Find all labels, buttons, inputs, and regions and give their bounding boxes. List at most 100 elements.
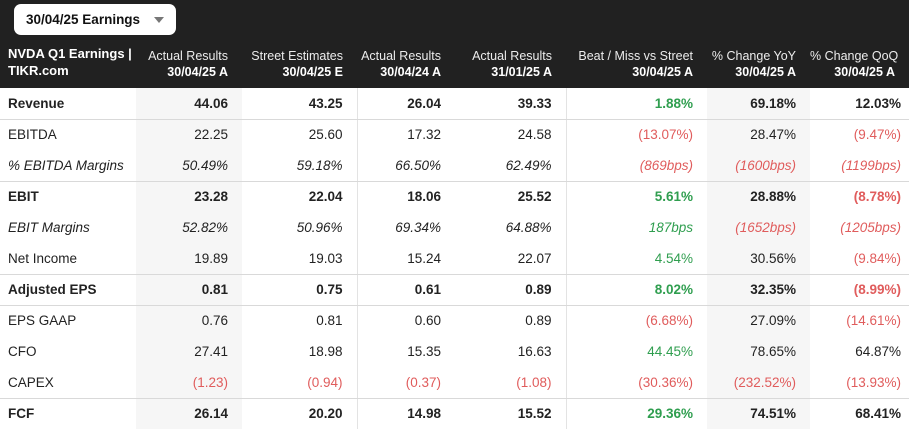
table-body: Revenue 44.06 43.25 26.04 39.33 1.88% 69.18% 12… — [0, 88, 909, 429]
period-dropdown[interactable]: 30/04/25 Earnings — [14, 4, 176, 35]
row-label: EBIT Margins — [8, 220, 90, 235]
value-cell: 0.81 — [242, 305, 358, 336]
chevron-down-icon — [154, 16, 164, 23]
value-cell: (0.94) — [242, 367, 358, 399]
row-label: CFO — [8, 344, 37, 359]
value-cell: 30.56% — [707, 243, 810, 275]
table-header-row: NVDA Q1 Earnings | TIKR.com Actual Resul… — [0, 42, 909, 88]
table-row: EBIT 23.28 22.04 18.06 25.52 5.61% 28.88% (8.78… — [0, 181, 909, 212]
table-row: FCF 26.14 20.20 14.98 15.52 29.36% 74.51% 68.41… — [0, 398, 909, 429]
value-cell: 24.58 — [455, 119, 567, 150]
value-cell: (1652bps) — [707, 212, 810, 243]
value-cell: 44.45% — [647, 344, 693, 359]
value-cell: 0.89 — [455, 305, 567, 336]
period-dropdown-label: 30/04/25 Earnings — [26, 12, 141, 27]
value-cell: 25.60 — [242, 119, 358, 150]
value-cell: 22.04 — [242, 181, 358, 212]
value-cell: 1.88% — [566, 88, 707, 120]
value-cell: 17.32 — [407, 127, 441, 143]
value-cell: 39.33 — [455, 88, 567, 120]
value-cell: 187bps — [648, 220, 693, 235]
value-cell: 0.76 — [136, 305, 242, 336]
column-header-actual-31-01-25: Actual Results 31/01/25 A — [455, 42, 566, 88]
value-cell: 26.14 — [136, 398, 242, 429]
value-cell: (1205bps) — [840, 220, 901, 235]
value-cell: 69.18% — [707, 88, 810, 120]
value-cell: 50.49% — [136, 150, 242, 182]
value-cell: 15.24 — [357, 243, 455, 275]
row-label: Revenue — [0, 88, 136, 120]
value-cell: 25.52 — [455, 181, 567, 212]
table-row: Net Income 19.89 19.03 15.24 22.07 4.54% 30.56… — [0, 243, 909, 275]
value-cell: 23.28 — [136, 181, 242, 212]
value-cell: 12.03% — [810, 88, 909, 120]
row-label: EBIT — [8, 189, 39, 205]
table-row: Adjusted EPS 0.81 0.75 0.61 0.89 8.02% 32.35%(… — [0, 274, 909, 306]
value-cell: 64.87% — [855, 344, 901, 359]
value-cell: 27.09% — [707, 305, 810, 336]
value-cell: 68.41% — [810, 398, 909, 429]
value-cell: (14.61%) — [846, 313, 901, 329]
value-cell: 50.96% — [242, 212, 358, 243]
value-cell: (1.23) — [136, 367, 242, 399]
value-cell: 59.18% — [242, 150, 358, 182]
value-cell: (869bps) — [566, 150, 707, 182]
value-cell: (9.84%) — [810, 243, 909, 275]
value-cell: 74.51% — [707, 398, 810, 429]
value-cell: 78.65% — [707, 336, 810, 367]
value-cell: 18.06 — [407, 189, 441, 205]
value-cell: 69.34% — [395, 220, 441, 235]
value-cell: 0.75 — [242, 274, 358, 306]
value-cell: 8.02% — [566, 274, 707, 306]
row-label: Adjusted EPS — [0, 274, 136, 306]
value-cell: (13.93%) — [810, 367, 909, 399]
value-cell: 0.81 — [136, 274, 242, 306]
table-row: CFO 27.41 18.98 15.35 16.63 44.45% 78.65% 64.87… — [0, 336, 909, 367]
table-title-line1: NVDA Q1 Earnings | — [8, 45, 132, 61]
value-cell: 29.36% — [566, 398, 707, 429]
table-title: NVDA Q1 Earnings | TIKR.com — [0, 42, 136, 88]
column-header-beat-miss: Beat / Miss vs Street 30/04/25 A — [566, 42, 707, 88]
column-header-actual-30-04-25: Actual Results 30/04/25 A — [136, 42, 242, 88]
row-label: FCF — [0, 398, 136, 429]
value-cell: 15.35 — [407, 344, 441, 359]
column-header-street-estimates: Street Estimates 30/04/25 E — [242, 42, 357, 88]
table-row: Revenue 44.06 43.25 26.04 39.33 1.88% 69.18% 12… — [0, 88, 909, 120]
column-header-change-yoy: % Change YoY 30/04/25 A — [707, 42, 810, 88]
row-label: EBITDA — [8, 127, 57, 143]
value-cell: 28.47% — [707, 119, 810, 150]
value-cell: 22.25 — [136, 119, 242, 150]
value-cell: (6.68%) — [645, 313, 693, 329]
value-cell: (30.36%) — [566, 367, 707, 399]
table-title-line2: TIKR.com — [8, 63, 69, 79]
value-cell: 5.61% — [654, 189, 693, 205]
value-cell: (8.99%) — [810, 274, 909, 306]
value-cell: 4.54% — [566, 243, 707, 275]
row-label: Net Income — [0, 243, 136, 275]
value-cell: (13.07%) — [638, 127, 693, 143]
value-cell: 16.63 — [455, 336, 567, 367]
table-row: CAPEX (1.23) (0.94) (0.37) (1.08) (30.36%) (23… — [0, 367, 909, 399]
value-cell: (0.37) — [357, 367, 455, 399]
value-cell: 52.82% — [136, 212, 242, 243]
value-cell: 19.89 — [136, 243, 242, 275]
value-cell: 26.04 — [357, 88, 455, 120]
value-cell: 20.20 — [242, 398, 358, 429]
value-cell: 44.06 — [136, 88, 242, 120]
value-cell: 64.88% — [455, 212, 567, 243]
column-header-actual-30-04-24: Actual Results 30/04/24 A — [357, 42, 455, 88]
earnings-table: NVDA Q1 Earnings | TIKR.com Actual Resul… — [0, 42, 909, 429]
table-row: EBITDA 22.25 25.60 17.32 24.58 (13.07%) 28.47%… — [0, 119, 909, 150]
row-label: CAPEX — [0, 367, 136, 399]
row-label: % EBITDA Margins — [0, 150, 136, 182]
column-header-change-qoq: % Change QoQ 30/04/25 A — [810, 42, 909, 88]
value-cell: 66.50% — [357, 150, 455, 182]
value-cell: 15.52 — [455, 398, 567, 429]
value-cell: 19.03 — [242, 243, 358, 275]
table-row: EBIT Margins 52.82% 50.96% 69.34% 64.88% 187b… — [0, 212, 909, 243]
value-cell: 43.25 — [242, 88, 358, 120]
value-cell: 32.35% — [707, 274, 810, 306]
value-cell: (1199bps) — [810, 150, 909, 182]
value-cell: (1600bps) — [707, 150, 810, 182]
